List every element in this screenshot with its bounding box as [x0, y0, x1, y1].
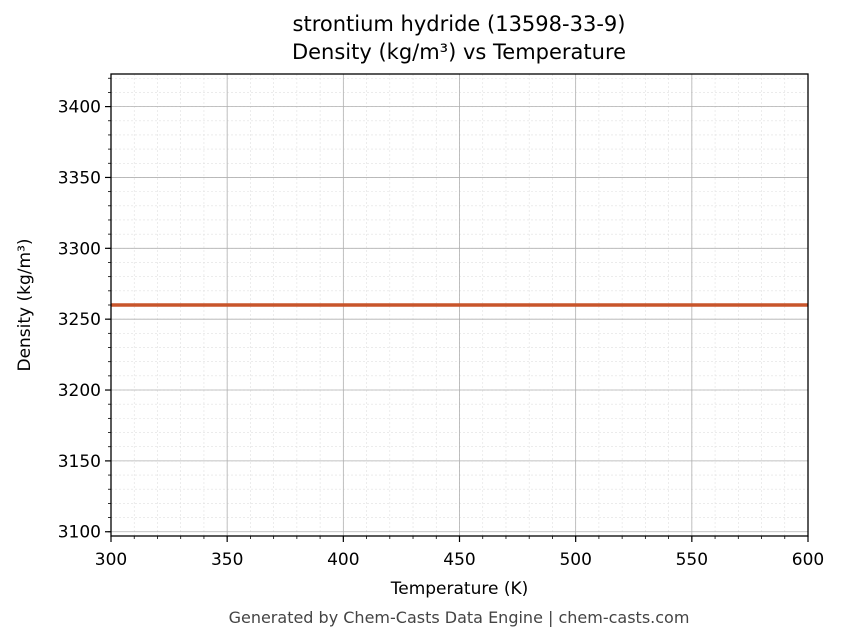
chart-title-line1: strontium hydride (13598-33-9) [292, 12, 626, 36]
y-tick-label: 3150 [58, 452, 101, 472]
y-tick-label: 3400 [58, 98, 101, 118]
y-axis-label: Density (kg/m³) [15, 238, 35, 371]
footer-credit: Generated by Chem-Casts Data Engine | ch… [228, 608, 690, 627]
y-tick-label: 3250 [58, 310, 101, 330]
x-tick-label: 500 [559, 550, 591, 570]
x-tick-label: 550 [676, 550, 708, 570]
y-tick-label: 3350 [58, 168, 101, 188]
chart-title-line2: Density (kg/m³) vs Temperature [291, 40, 627, 64]
x-tick-label: 450 [443, 550, 475, 570]
x-tick-label: 350 [211, 550, 243, 570]
y-tick-label: 3200 [58, 381, 101, 401]
x-tick-label: 600 [792, 550, 824, 570]
x-axis-label: Temperature (K) [390, 579, 529, 599]
x-tick-label: 400 [327, 550, 359, 570]
y-tick-label: 3300 [58, 239, 101, 259]
y-tick-label: 3100 [58, 523, 101, 543]
x-tick-label: 300 [95, 550, 127, 570]
